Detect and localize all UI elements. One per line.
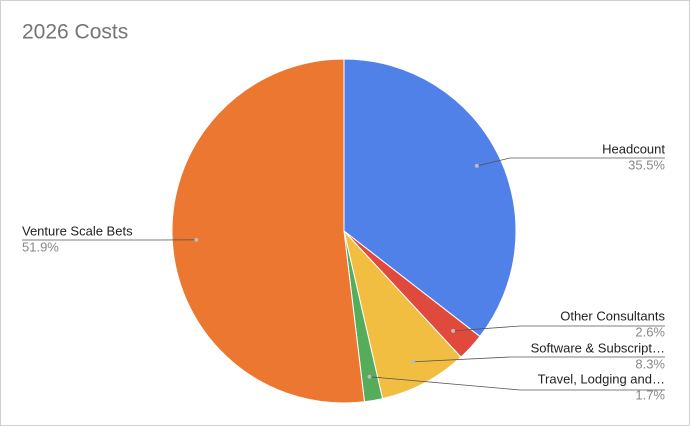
value-label: 51.9% (22, 239, 59, 254)
category-label: Travel, Lodging and… (538, 371, 665, 386)
leader-dot (367, 374, 372, 379)
value-label: 8.3% (635, 356, 665, 371)
leader-dot (411, 359, 416, 364)
pie-slice (343, 58, 517, 338)
leader-dot (451, 328, 456, 333)
pie-slice (171, 58, 366, 404)
category-label: Headcount (602, 141, 665, 156)
value-label: 35.5% (628, 157, 665, 172)
leader-dot (194, 237, 199, 242)
chart-title: 2026 Costs (22, 21, 128, 44)
value-label: 1.7% (635, 387, 665, 402)
category-label: Other Consultants (560, 308, 665, 323)
category-label: Venture Scale Bets (22, 223, 133, 238)
leader-line (369, 376, 665, 391)
leader-dot (474, 163, 479, 168)
leader-line (413, 356, 665, 363)
leader-line (476, 157, 665, 167)
leader-line (453, 325, 665, 332)
category-label: Software & Subscript… (531, 340, 665, 355)
value-label: 2.6% (635, 324, 665, 339)
